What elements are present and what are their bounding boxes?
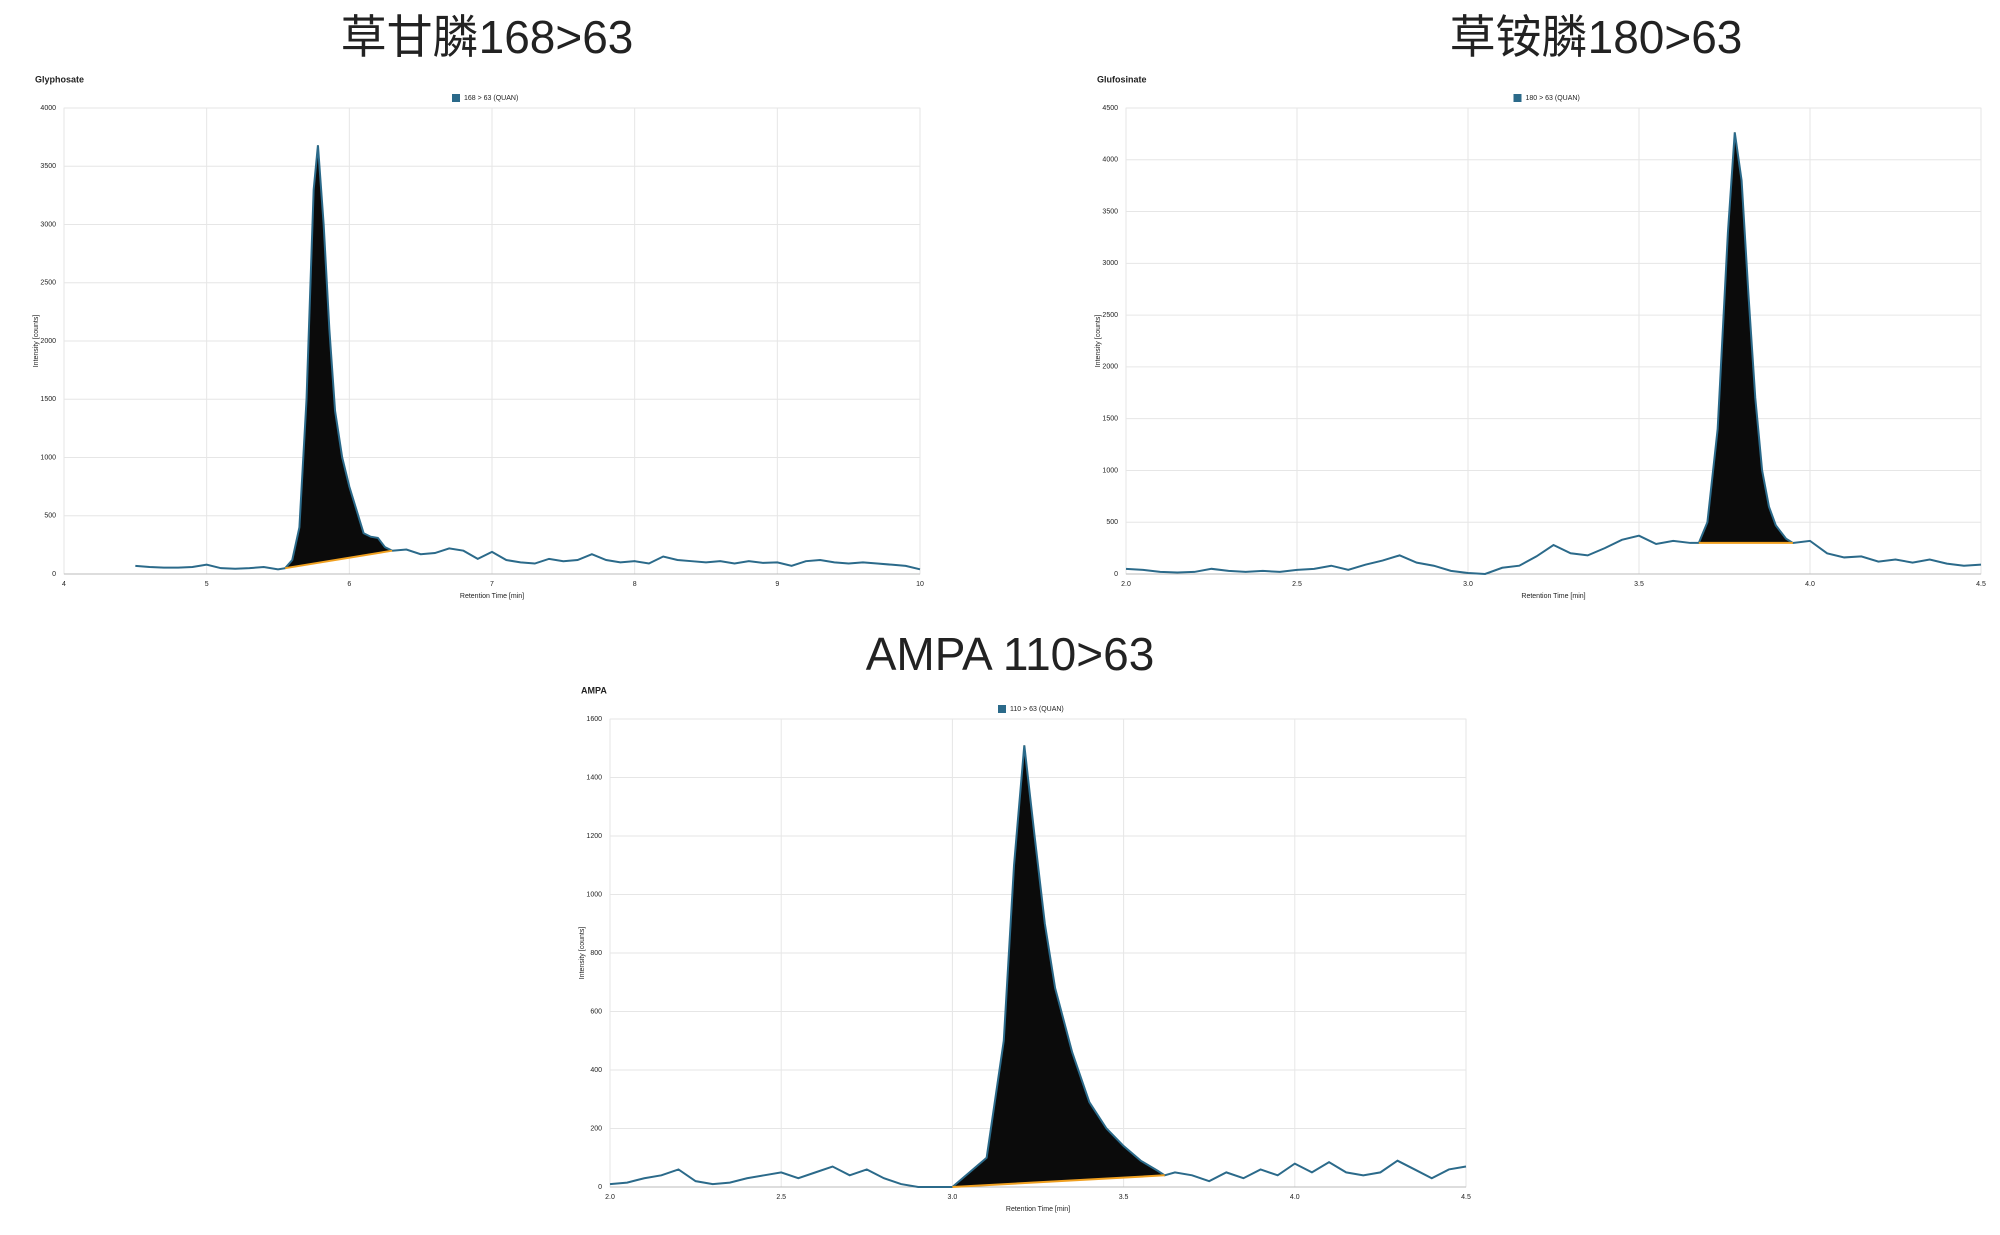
x-tick-label: 2.5 — [1292, 581, 1302, 588]
y-tick-label: 1000 — [1102, 467, 1118, 474]
x-tick-label: 10 — [916, 581, 924, 588]
x-tick-label: 2.0 — [605, 1194, 615, 1201]
x-tick-label: 4.5 — [1461, 1194, 1471, 1201]
legend-label: 168 > 63 (QUAN) — [464, 95, 518, 102]
baseline — [284, 549, 393, 570]
y-tick-label: 200 — [590, 1125, 602, 1132]
chart-subtitle: AMPA — [581, 685, 607, 695]
x-tick-label: 2.5 — [776, 1194, 786, 1201]
plot-frame — [1125, 107, 1982, 575]
trace-line — [609, 745, 1467, 1188]
y-tick-label: 3500 — [1102, 208, 1118, 215]
x-tick-label: 3.5 — [1634, 581, 1644, 588]
y-tick-label: 1400 — [586, 774, 602, 781]
y-tick-label: 400 — [590, 1067, 602, 1074]
y-tick-label: 800 — [590, 950, 602, 957]
y-tick-label: 2000 — [1102, 364, 1118, 371]
trace-line — [135, 145, 921, 571]
x-tick-label: 2.0 — [1121, 581, 1131, 588]
chart-title: 草甘膦168>63 — [341, 11, 634, 63]
x-tick-label: 4.5 — [1976, 581, 1986, 588]
x-tick-label: 4.0 — [1290, 1194, 1300, 1201]
y-tick-label: 1000 — [40, 454, 56, 461]
x-tick-label: 5 — [205, 581, 209, 588]
trace-line — [1125, 132, 1982, 576]
x-axis-label: Retention Time [min] — [1521, 593, 1585, 600]
y-tick-label: 1200 — [586, 833, 602, 840]
legend-label: 180 > 63 (QUAN) — [1526, 95, 1580, 102]
x-axis-label: Retention Time [min] — [1006, 1206, 1070, 1213]
x-tick-label: 4.0 — [1805, 581, 1815, 588]
y-tick-label: 4000 — [40, 105, 56, 112]
y-tick-label: 1500 — [1102, 416, 1118, 423]
y-tick-label: 3000 — [1102, 260, 1118, 267]
legend-swatch — [998, 705, 1006, 713]
legend-swatch — [452, 94, 460, 102]
integrated-peak — [950, 745, 1167, 1188]
y-tick-label: 3500 — [40, 163, 56, 170]
y-tick-label: 1000 — [586, 891, 602, 898]
baseline — [952, 1174, 1165, 1188]
y-tick-label: 500 — [44, 513, 56, 520]
y-tick-label: 500 — [1106, 519, 1118, 526]
x-tick-label: 3.0 — [1463, 581, 1473, 588]
chart-title: AMPA 110>63 — [866, 628, 1155, 680]
chart-subtitle: Glufosinate — [1097, 74, 1147, 84]
y-tick-label: 0 — [52, 571, 56, 578]
y-tick-label: 0 — [1114, 571, 1118, 578]
y-tick-label: 1500 — [40, 396, 56, 403]
x-tick-label: 3.0 — [948, 1194, 958, 1201]
y-tick-label: 0 — [598, 1184, 602, 1191]
y-axis-label: Intensity [counts] — [579, 927, 586, 980]
x-tick-label: 6 — [347, 581, 351, 588]
x-tick-label: 9 — [775, 581, 779, 588]
y-tick-label: 1600 — [586, 716, 602, 723]
legend-swatch — [1513, 94, 1522, 102]
y-axis-label: Intensity [counts] — [33, 315, 40, 368]
x-tick-label: 4 — [62, 581, 66, 588]
y-tick-label: 2500 — [40, 280, 56, 287]
x-axis-label: Retention Time [min] — [460, 593, 524, 600]
chart-subtitle: Glyphosate — [35, 74, 84, 84]
y-tick-label: 2000 — [40, 338, 56, 345]
y-tick-label: 4500 — [1102, 105, 1118, 112]
x-tick-label: 7 — [490, 581, 494, 588]
x-tick-label: 8 — [633, 581, 637, 588]
chart-title: 草铵膦180>63 — [1450, 11, 1743, 63]
y-tick-label: 3000 — [40, 221, 56, 228]
y-tick-label: 2500 — [1102, 312, 1118, 319]
x-tick-label: 3.5 — [1119, 1194, 1129, 1201]
y-tick-label: 4000 — [1102, 157, 1118, 164]
legend-label: 110 > 63 (QUAN) — [1010, 706, 1064, 713]
integrated-peak — [1697, 132, 1796, 544]
y-axis-label: Intensity [counts] — [1095, 315, 1102, 368]
y-tick-label: 600 — [590, 1008, 602, 1015]
